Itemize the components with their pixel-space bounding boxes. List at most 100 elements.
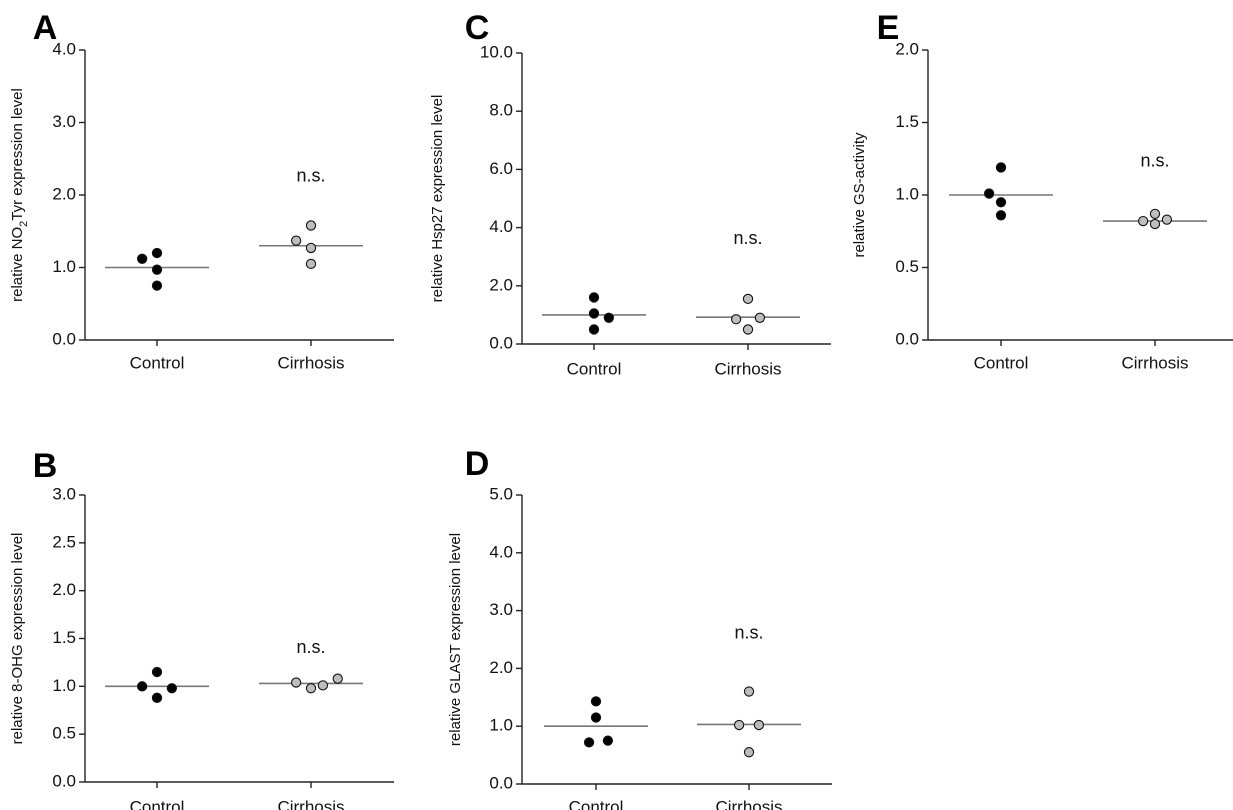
y-tick-label: 2.0 bbox=[52, 580, 76, 599]
panel-a: A 0.0 1.0 2.0 3.0 4.0 Control Cirrhosis relative… bbox=[9, 9, 394, 372]
y-tick-label: 2.0 bbox=[895, 39, 919, 58]
x-category-label: Cirrhosis bbox=[277, 797, 344, 810]
y-tick-label: 2.0 bbox=[489, 275, 513, 294]
panel-letter: E bbox=[877, 9, 900, 47]
y-tick-label: 3.0 bbox=[489, 600, 513, 619]
data-point bbox=[136, 681, 148, 692]
y-tick-label: 0.0 bbox=[489, 773, 513, 792]
data-point bbox=[588, 308, 600, 319]
x-category-label: Control bbox=[569, 797, 624, 810]
data-point bbox=[1149, 208, 1161, 219]
significance-annotation: n.s. bbox=[296, 166, 325, 186]
y-tick-label: 1.0 bbox=[52, 257, 76, 276]
y-tick-label: 4.0 bbox=[489, 542, 513, 561]
data-point bbox=[1149, 218, 1161, 230]
y-tick-label: 4.0 bbox=[489, 217, 513, 236]
y-tick-label: 5.0 bbox=[489, 484, 513, 503]
panel-c: C 0.0 2.0 4.0 6.0 8.0 10.0 Control Cirrhosis rela… bbox=[429, 9, 831, 378]
data-point bbox=[305, 242, 317, 254]
data-point bbox=[332, 673, 343, 684]
data-point bbox=[1137, 215, 1149, 227]
y-tick-label: 8.0 bbox=[489, 101, 513, 120]
y-axis-label: relative GS-activity bbox=[851, 132, 868, 258]
data-point bbox=[305, 258, 317, 270]
significance-annotation: n.s. bbox=[734, 622, 763, 642]
y-axis-label: relative NO2Tyr expression level bbox=[9, 88, 30, 302]
data-point bbox=[583, 737, 595, 748]
y-tick-label: 10.0 bbox=[480, 42, 513, 61]
x-category-label: Cirrhosis bbox=[277, 353, 344, 372]
data-point bbox=[290, 677, 302, 688]
data-point bbox=[742, 293, 754, 305]
data-point bbox=[166, 683, 177, 694]
data-point bbox=[743, 686, 755, 697]
data-point bbox=[151, 666, 163, 678]
data-point bbox=[588, 292, 600, 303]
data-point bbox=[290, 235, 302, 246]
data-point bbox=[730, 314, 742, 325]
data-point bbox=[305, 683, 317, 694]
y-tick-label: 0.0 bbox=[52, 771, 76, 790]
data-point bbox=[1161, 214, 1173, 225]
data-point bbox=[602, 735, 614, 746]
data-point bbox=[742, 324, 754, 335]
data-point bbox=[733, 719, 745, 731]
y-tick-label: 1.0 bbox=[489, 716, 513, 735]
x-category-label: Control bbox=[130, 797, 185, 810]
data-point bbox=[603, 312, 614, 323]
y-tick-label: 0.0 bbox=[895, 329, 919, 348]
x-category-label: Control bbox=[567, 359, 622, 378]
panel-b: B 0.0 0.5 1.0 1.5 2.0 2.5 3.0 Control Cirrhosis re… bbox=[9, 447, 394, 810]
x-category-label: Cirrhosis bbox=[1121, 353, 1188, 372]
x-category-label: Cirrhosis bbox=[714, 359, 781, 378]
data-point bbox=[754, 312, 766, 323]
significance-annotation: n.s. bbox=[1140, 150, 1169, 170]
data-point bbox=[753, 719, 765, 731]
y-tick-label: 2.0 bbox=[52, 184, 76, 203]
data-point bbox=[743, 747, 755, 758]
data-point bbox=[995, 162, 1007, 173]
panel-d: D 0.0 1.0 2.0 3.0 4.0 5.0 Control Cirrhosis relat… bbox=[447, 445, 832, 810]
data-point bbox=[588, 324, 600, 335]
data-point bbox=[136, 253, 148, 264]
data-point bbox=[995, 197, 1007, 208]
data-point bbox=[995, 210, 1007, 221]
y-tick-label: 2.0 bbox=[489, 658, 513, 677]
data-point bbox=[983, 188, 995, 199]
y-tick-label: 3.0 bbox=[52, 484, 76, 503]
y-tick-label: 1.5 bbox=[895, 112, 919, 131]
data-point bbox=[590, 712, 602, 723]
data-point bbox=[151, 280, 163, 291]
y-axis-label: relative Hsp27 expression level bbox=[429, 95, 446, 303]
y-tick-label: 3.0 bbox=[52, 112, 76, 131]
x-category-label: Cirrhosis bbox=[715, 797, 782, 810]
y-tick-label: 0.5 bbox=[895, 257, 919, 276]
panel-letter: D bbox=[465, 445, 490, 483]
y-tick-label: 1.0 bbox=[895, 184, 919, 203]
x-category-label: Control bbox=[130, 353, 185, 372]
panel-letter: B bbox=[33, 447, 58, 485]
panel-letter: A bbox=[33, 9, 58, 47]
y-tick-label: 0.0 bbox=[489, 333, 513, 352]
y-axis-label: relative 8-OHG expression level bbox=[9, 533, 26, 745]
data-point bbox=[151, 692, 163, 703]
data-point bbox=[151, 264, 163, 275]
x-category-label: Control bbox=[974, 353, 1029, 372]
y-tick-label: 1.5 bbox=[52, 628, 76, 647]
significance-annotation: n.s. bbox=[296, 637, 325, 657]
y-tick-label: 6.0 bbox=[489, 159, 513, 178]
data-point bbox=[317, 680, 329, 691]
y-tick-label: 4.0 bbox=[52, 39, 76, 58]
panel-e: E 0.0 0.5 1.0 1.5 2.0 Control Cirrhosis relative… bbox=[851, 9, 1233, 372]
data-point bbox=[305, 220, 317, 231]
data-point bbox=[151, 247, 163, 259]
y-tick-label: 0.5 bbox=[52, 724, 76, 743]
y-tick-label: 0.0 bbox=[52, 329, 76, 348]
significance-annotation: n.s. bbox=[733, 228, 762, 248]
y-tick-label: 2.5 bbox=[52, 532, 76, 551]
panel-letter: C bbox=[465, 9, 490, 47]
data-point bbox=[590, 696, 602, 707]
y-tick-label: 1.0 bbox=[52, 676, 76, 695]
y-axis-label: relative GLAST expression level bbox=[447, 533, 464, 746]
